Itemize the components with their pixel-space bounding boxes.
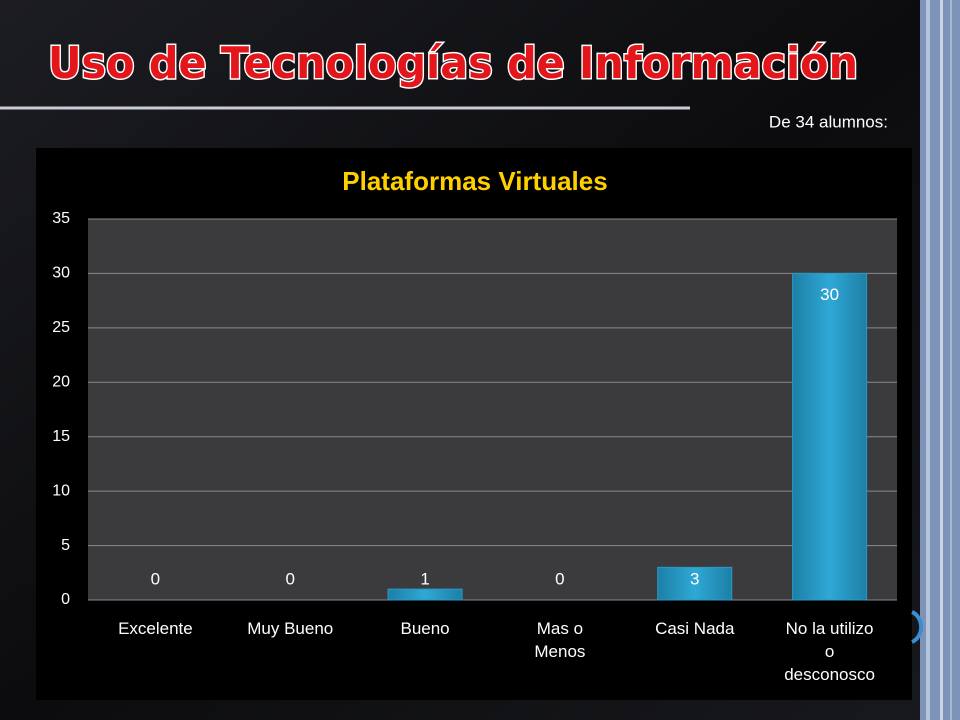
x-tick-label: Excelente (118, 619, 193, 638)
plot-area (88, 219, 897, 600)
bar (387, 588, 463, 601)
bar (792, 272, 868, 601)
value-label: 0 (151, 569, 160, 588)
value-label: 30 (820, 285, 839, 304)
x-tick-label: Mas o Menos (534, 619, 586, 661)
side-stripe (940, 0, 943, 720)
y-tick-label: 20 (52, 374, 70, 391)
value-label: 0 (555, 569, 564, 588)
y-tick-label: 15 (52, 428, 70, 445)
y-tick-label: 30 (52, 265, 70, 282)
decor-arc (911, 610, 924, 644)
value-label: 1 (420, 569, 429, 588)
value-label: 3 (690, 569, 699, 588)
chart-title: Plataformas Virtuales (342, 166, 607, 196)
y-tick-label: 0 (61, 591, 70, 608)
side-stripe (950, 0, 952, 720)
x-tick-label: No la utilizo o desconosco (784, 619, 875, 684)
y-tick-label: 35 (52, 210, 70, 227)
x-tick-label: Casi Nada (655, 619, 735, 638)
bar (657, 566, 733, 601)
x-tick-label: Bueno (400, 619, 450, 638)
subtitle: De 34 alumnos: (769, 112, 888, 131)
y-tick-label: 10 (52, 482, 70, 499)
y-tick-label: 5 (61, 537, 70, 554)
side-stripe (926, 0, 930, 720)
value-label: 0 (286, 569, 295, 588)
x-tick-label: Muy Bueno (247, 619, 334, 638)
slide-title: Uso de Tecnologías de Información (48, 38, 858, 89)
y-tick-label: 25 (52, 319, 70, 336)
